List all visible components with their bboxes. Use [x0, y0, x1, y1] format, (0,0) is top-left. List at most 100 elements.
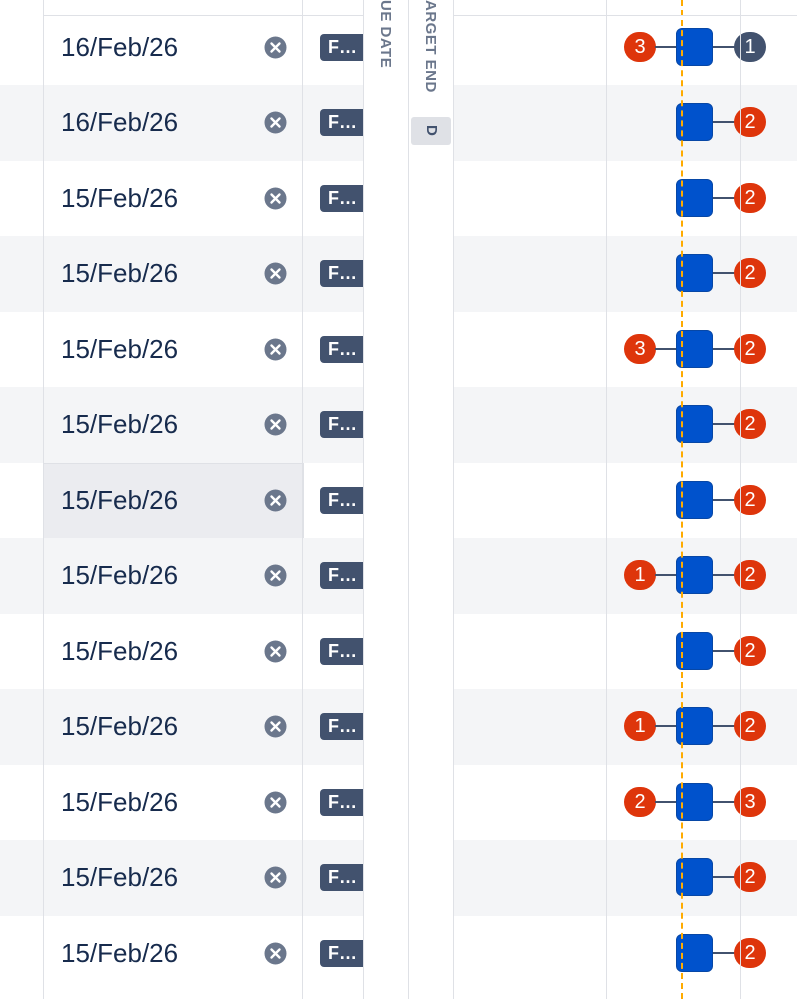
- header-border: [453, 15, 797, 16]
- dependency-badge[interactable]: 2: [734, 258, 766, 288]
- status-lozenge: F…: [320, 939, 370, 967]
- status-lozenge: F…: [320, 109, 370, 136]
- status-lozenge: F…: [320, 486, 370, 514]
- date-text: 15/Feb/26: [61, 711, 179, 741]
- dependency-badge[interactable]: 2: [734, 560, 766, 590]
- dependency-badge[interactable]: 2: [734, 862, 766, 892]
- dependency-line: [713, 876, 735, 878]
- dependency-badge[interactable]: 2: [734, 333, 766, 364]
- dependency-badge[interactable]: 3: [624, 31, 656, 62]
- due-date-column: UE DATE: [363, 0, 409, 999]
- dependency-line: [713, 725, 735, 727]
- date-text: 16/Feb/26: [61, 107, 179, 137]
- dependency-line: [655, 45, 676, 48]
- timeline-grid: [606, 0, 607, 999]
- schedule-bar[interactable]: [676, 631, 713, 670]
- table-row: 15/Feb/26 F… 2: [0, 161, 797, 237]
- date-text: 15/Feb/26: [61, 333, 179, 364]
- clear-button[interactable]: [264, 640, 287, 668]
- dependency-badge[interactable]: 2: [734, 711, 766, 741]
- clear-button[interactable]: [264, 489, 287, 517]
- clear-button[interactable]: [264, 564, 287, 592]
- table-row: 16/Feb/26 F… 3 1: [0, 10, 797, 86]
- clear-icon: [264, 791, 287, 813]
- clear-icon: [264, 413, 287, 436]
- column-border: [302, 0, 303, 999]
- table-row: 15/Feb/26 F… 2 3: [0, 765, 797, 841]
- clear-button[interactable]: [264, 715, 287, 743]
- dependency-badge[interactable]: 2: [734, 484, 766, 515]
- status-lozenge: F…: [320, 562, 370, 589]
- date-text: 15/Feb/26: [61, 560, 179, 590]
- status-lozenge: F…: [320, 411, 370, 438]
- dependency-line: [655, 347, 676, 350]
- dependency-line: [713, 800, 735, 803]
- dependency-badge[interactable]: 1: [624, 711, 656, 741]
- clear-icon: [264, 187, 287, 209]
- dependency-badge[interactable]: 1: [624, 560, 656, 590]
- date-text: 16/Feb/26: [61, 31, 179, 62]
- clear-button[interactable]: [264, 187, 287, 215]
- date-text: 15/Feb/26: [61, 182, 179, 213]
- date-text: 15/Feb/26: [61, 484, 179, 515]
- dependency-line: [655, 574, 676, 576]
- header-tag: D: [411, 117, 451, 145]
- date-text: 15/Feb/26: [61, 409, 179, 439]
- dependency-line: [713, 498, 735, 501]
- dependency-badge[interactable]: 3: [624, 333, 656, 364]
- dependency-badge[interactable]: 2: [734, 635, 766, 666]
- clear-icon: [264, 866, 287, 889]
- clear-button[interactable]: [264, 413, 287, 441]
- clear-button[interactable]: [264, 791, 287, 819]
- dependency-line: [713, 347, 735, 350]
- dependency-badge[interactable]: 1: [734, 31, 766, 62]
- timeline-grid: [740, 0, 741, 999]
- dependency-line: [713, 574, 735, 576]
- date-text: 15/Feb/26: [61, 635, 179, 666]
- table-row: 15/Feb/26 F… 2: [0, 614, 797, 690]
- column-header[interactable]: UE DATE: [377, 0, 394, 69]
- clear-icon: [264, 942, 287, 964]
- dependency-line: [713, 196, 735, 199]
- column-border: [43, 0, 44, 999]
- clear-button[interactable]: [264, 262, 287, 290]
- status-lozenge: F…: [320, 260, 370, 287]
- dependency-badge[interactable]: 2: [734, 182, 766, 213]
- clear-button[interactable]: [264, 111, 287, 139]
- dependency-line: [713, 272, 735, 274]
- date-cell[interactable]: [43, 462, 304, 539]
- clear-icon: [264, 262, 287, 285]
- dependency-line: [713, 45, 735, 48]
- status-lozenge: F…: [320, 33, 370, 61]
- column-header[interactable]: ARGET END: [422, 0, 439, 93]
- clear-icon: [264, 564, 287, 587]
- dependency-line: [713, 649, 735, 652]
- status-lozenge: F…: [320, 864, 370, 891]
- dependency-line: [713, 423, 735, 425]
- dependency-badge[interactable]: 2: [734, 409, 766, 439]
- status-lozenge: F…: [320, 713, 370, 740]
- target-end-column: ARGET END D: [408, 0, 454, 999]
- clear-icon: [264, 640, 287, 662]
- status-lozenge: F…: [320, 335, 370, 363]
- dependency-line: [713, 951, 735, 954]
- clear-icon: [264, 36, 287, 58]
- dependency-badge[interactable]: 3: [734, 786, 766, 817]
- date-text: 15/Feb/26: [61, 937, 179, 968]
- date-text: 15/Feb/26: [61, 786, 179, 817]
- dependency-line: [655, 725, 676, 727]
- header-border: [43, 15, 363, 16]
- dependency-line: [713, 121, 735, 123]
- clear-button[interactable]: [264, 866, 287, 894]
- clear-button[interactable]: [264, 36, 287, 64]
- dependency-badge[interactable]: 2: [734, 937, 766, 968]
- dependency-badge[interactable]: 2: [624, 786, 656, 817]
- dependency-line: [655, 800, 676, 803]
- status-lozenge: F…: [320, 788, 370, 816]
- clear-icon: [264, 715, 287, 738]
- status-lozenge: F…: [320, 184, 370, 212]
- dependency-badge[interactable]: 2: [734, 107, 766, 137]
- clear-button[interactable]: [264, 942, 287, 970]
- clear-button[interactable]: [264, 338, 287, 366]
